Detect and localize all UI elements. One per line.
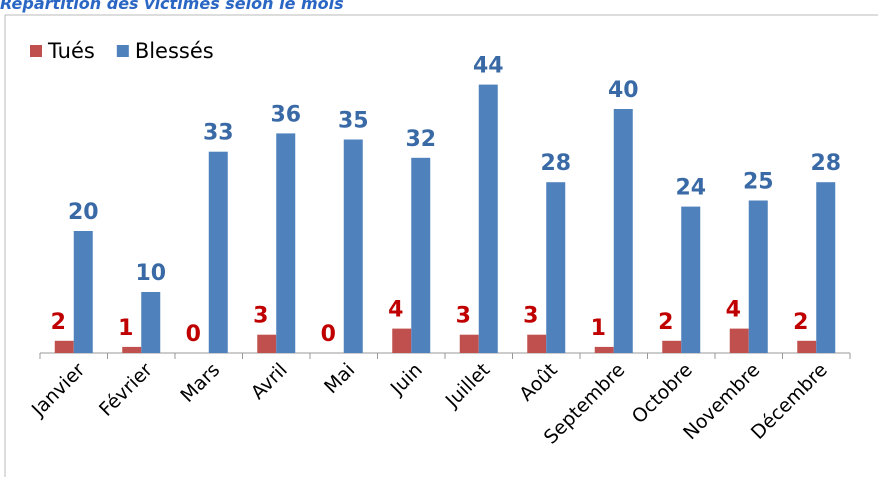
bar <box>546 182 566 353</box>
bar <box>122 346 142 353</box>
bar <box>662 340 682 353</box>
bar <box>392 328 412 353</box>
data-label: 2 <box>658 310 673 335</box>
data-label: 32 <box>405 127 436 152</box>
bar <box>459 334 479 353</box>
bar <box>257 334 277 353</box>
x-tick-label: Août <box>515 359 562 406</box>
data-label: 44 <box>473 54 504 79</box>
bar <box>141 292 161 353</box>
bar <box>208 151 228 353</box>
bar <box>343 139 363 353</box>
legend-label: Blessés <box>135 39 214 63</box>
data-label: 4 <box>388 298 403 323</box>
data-label: 3 <box>523 304 538 329</box>
data-label: 40 <box>608 78 639 103</box>
x-tick-label: Mai <box>320 359 359 398</box>
x-tick-label: Janvier <box>27 359 90 422</box>
bar <box>73 231 93 353</box>
data-label: 1 <box>118 316 133 341</box>
bar <box>729 328 749 353</box>
data-label: 24 <box>675 176 706 201</box>
data-label: 33 <box>203 121 234 146</box>
x-tick-label: Avril <box>247 359 292 404</box>
bar <box>594 346 614 353</box>
data-label: 3 <box>456 304 471 329</box>
bar <box>816 182 836 353</box>
data-label: 2 <box>793 310 808 335</box>
legend-label: Tués <box>47 39 95 63</box>
bar <box>54 340 74 353</box>
x-tick-label: Juin <box>386 359 427 400</box>
data-label: 1 <box>591 316 606 341</box>
data-label: 3 <box>253 304 268 329</box>
data-label: 25 <box>743 170 774 195</box>
x-tick-label: Juillet <box>441 359 494 412</box>
data-label: 35 <box>338 109 369 134</box>
x-tick-label: Octobre <box>628 359 697 428</box>
data-label: 36 <box>270 102 301 127</box>
bar <box>681 206 701 353</box>
data-label: 10 <box>135 261 166 286</box>
bar <box>478 84 498 353</box>
bar <box>411 157 431 353</box>
bar <box>527 334 547 353</box>
data-label: 0 <box>186 322 201 347</box>
bar <box>613 109 633 353</box>
legend-swatch <box>30 45 42 57</box>
data-label: 4 <box>726 298 741 323</box>
data-label: 28 <box>540 151 571 176</box>
data-label: 20 <box>68 200 99 225</box>
legend-swatch <box>116 45 129 57</box>
x-tick-label: Février <box>95 359 157 421</box>
data-label: 0 <box>321 322 336 347</box>
chart-title: Répartition des victimes selon le mois <box>0 0 344 13</box>
bar <box>276 133 296 353</box>
bar <box>748 200 768 353</box>
bar <box>797 340 817 353</box>
data-label: 28 <box>810 151 841 176</box>
x-tick-label: Mars <box>176 359 224 407</box>
data-label: 2 <box>51 310 66 335</box>
